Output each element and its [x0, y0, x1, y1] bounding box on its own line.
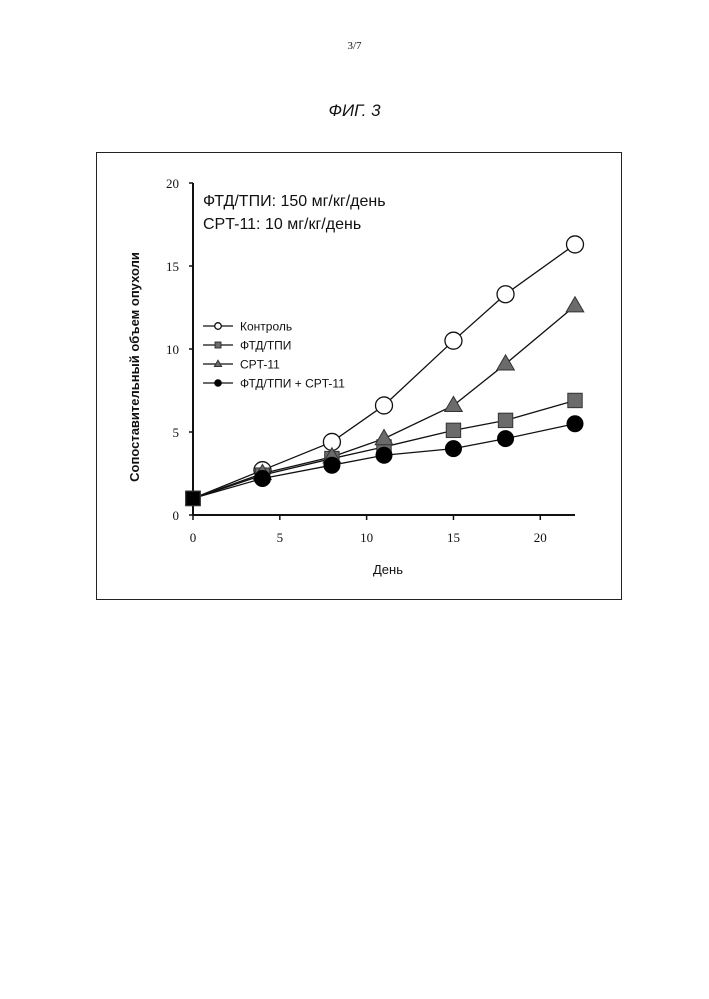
data-point — [445, 332, 462, 349]
data-point — [566, 297, 584, 312]
legend-marker — [215, 342, 221, 348]
y-tick-label: 20 — [166, 176, 179, 191]
x-tick-label: 15 — [447, 530, 460, 545]
legend-label: Контроль — [240, 320, 292, 334]
legend-label: CPT-11 — [240, 358, 280, 372]
x-axis-title: День — [373, 562, 403, 577]
data-point — [445, 441, 461, 457]
data-point — [498, 431, 514, 447]
legend-marker — [214, 360, 221, 366]
x-tick-label: 10 — [360, 530, 373, 545]
dose-annotation: CPT-11: 10 мг/кг/день — [203, 216, 361, 233]
x-tick-label: 20 — [534, 530, 547, 545]
y-axis-title: Сопоставительный объем опухоли — [127, 252, 142, 482]
data-point — [497, 355, 515, 370]
data-point — [324, 457, 340, 473]
y-tick-label: 5 — [173, 425, 180, 440]
y-tick-label: 10 — [166, 342, 179, 357]
data-point — [376, 397, 393, 414]
y-tick-label: 0 — [173, 508, 180, 523]
data-point — [186, 491, 200, 505]
x-tick-label: 0 — [190, 530, 197, 545]
legend-label: ФТД/ТПИ + CPT-11 — [240, 377, 345, 391]
data-point — [254, 470, 270, 486]
data-point — [375, 430, 393, 445]
data-point — [568, 393, 582, 407]
data-point — [567, 236, 584, 253]
x-tick-label: 5 — [277, 530, 284, 545]
legend-label: ФТД/ТПИ — [240, 339, 291, 353]
data-point — [567, 416, 583, 432]
data-point — [498, 413, 512, 427]
data-point — [497, 286, 514, 303]
y-tick-label: 15 — [166, 259, 179, 274]
dose-annotation: ФТД/ТПИ: 150 мг/кг/день — [203, 193, 386, 210]
data-point — [376, 447, 392, 463]
data-point — [446, 423, 460, 437]
legend-marker — [215, 323, 222, 330]
data-point — [445, 396, 463, 411]
legend-marker — [215, 380, 222, 387]
